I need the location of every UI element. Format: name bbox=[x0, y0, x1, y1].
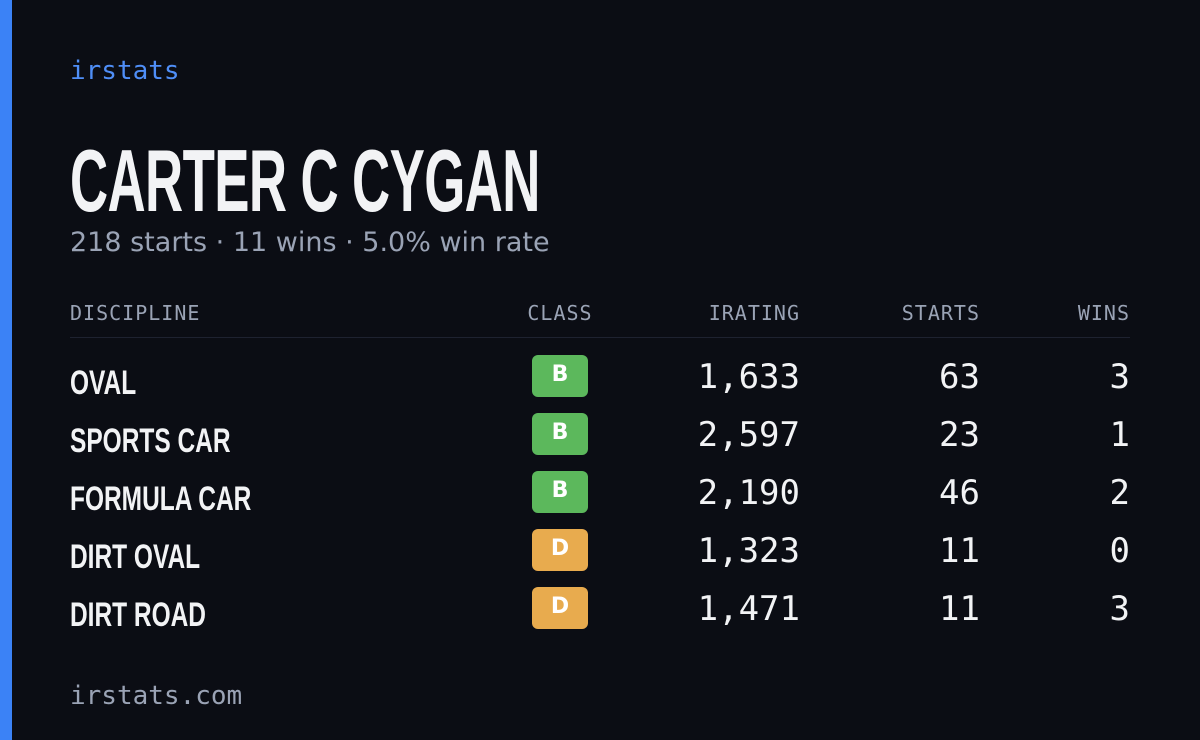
footer: irstats.com bbox=[70, 681, 243, 711]
wins: 3 bbox=[1109, 589, 1130, 629]
discipline: SPORTS CAR bbox=[70, 422, 231, 460]
accent-bar bbox=[0, 0, 12, 740]
discipline: DIRT ROAD bbox=[70, 596, 207, 634]
wins: 1 bbox=[1109, 415, 1130, 455]
brand: irstats bbox=[70, 56, 180, 86]
class-badge: B bbox=[532, 471, 588, 513]
irating: 1,633 bbox=[697, 357, 800, 397]
wins: 3 bbox=[1109, 357, 1130, 397]
header-starts: STARTS bbox=[901, 301, 980, 325]
discipline: OVAL bbox=[70, 364, 137, 402]
starts: 46 bbox=[939, 473, 980, 513]
class-badge: B bbox=[532, 355, 588, 397]
header-wins: WINS bbox=[1077, 301, 1130, 325]
header-rule bbox=[70, 337, 1130, 338]
discipline: FORMULA CAR bbox=[70, 480, 252, 518]
irating: 1,471 bbox=[697, 589, 800, 629]
summary: 218 starts · 11 wins · 5.0% win rate bbox=[70, 227, 550, 258]
header-irating: IRATING bbox=[708, 301, 800, 325]
irating: 1,323 bbox=[697, 531, 800, 571]
wins: 0 bbox=[1109, 531, 1130, 571]
irating: 2,597 bbox=[697, 415, 800, 455]
starts: 11 bbox=[939, 531, 980, 571]
starts: 63 bbox=[939, 357, 980, 397]
starts: 11 bbox=[939, 589, 980, 629]
header-discipline: DISCIPLINE bbox=[70, 301, 201, 325]
class-badge: D bbox=[532, 587, 588, 629]
irating: 2,190 bbox=[697, 473, 800, 513]
class-badge: B bbox=[532, 413, 588, 455]
starts: 23 bbox=[939, 415, 980, 455]
class-badge: D bbox=[532, 529, 588, 571]
wins: 2 bbox=[1109, 473, 1130, 513]
discipline: DIRT OVAL bbox=[70, 538, 201, 576]
header-class: CLASS bbox=[527, 301, 593, 325]
driver-name: CARTER C CYGAN bbox=[70, 131, 540, 230]
